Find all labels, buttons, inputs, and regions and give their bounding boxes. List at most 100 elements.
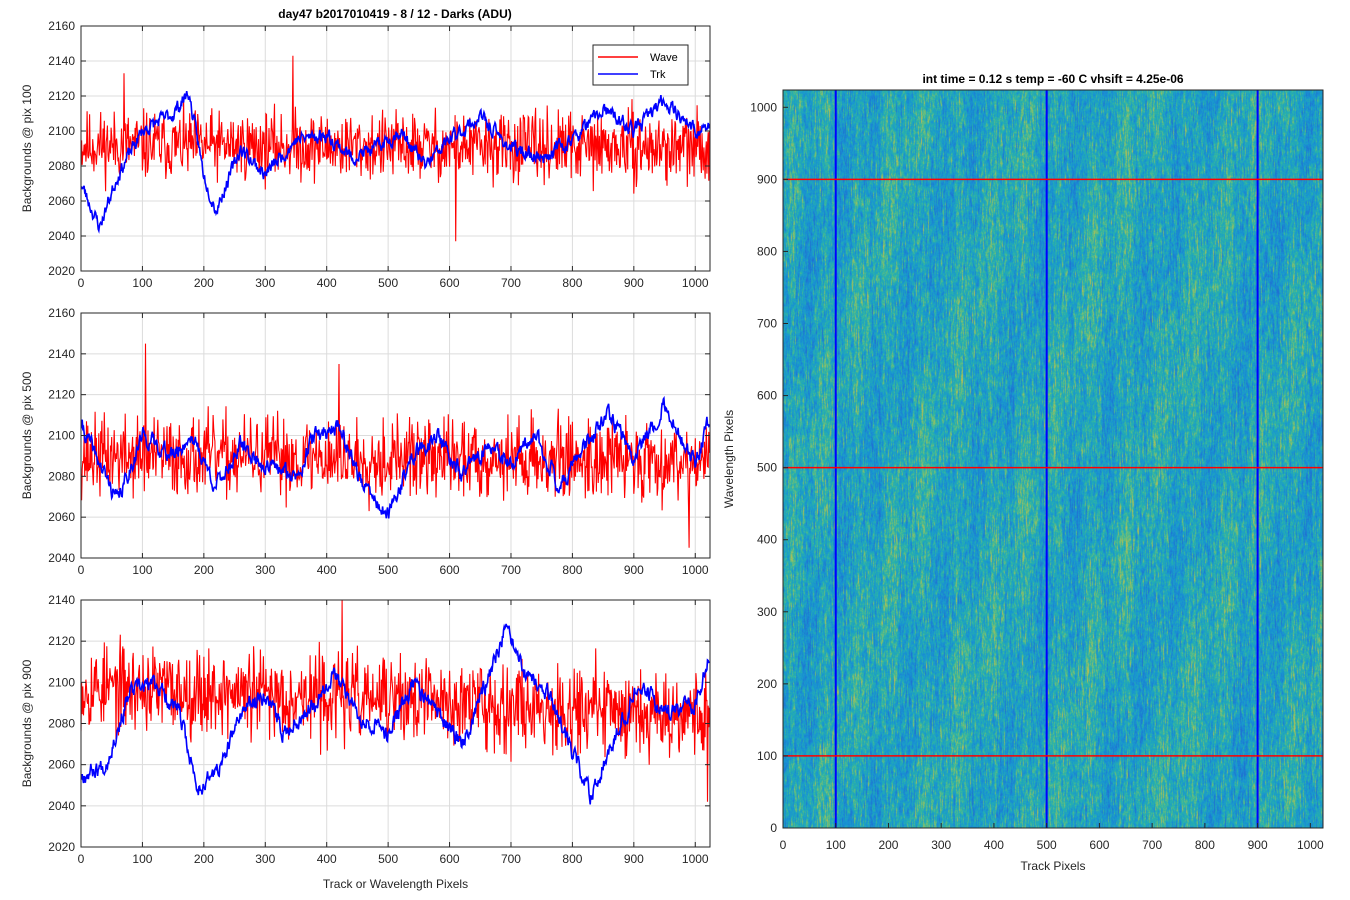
legend-entry: Wave xyxy=(650,52,678,64)
y-tick-label: 2020 xyxy=(48,840,75,854)
x-tick-label: 0 xyxy=(78,563,85,577)
y-tick-label: 600 xyxy=(757,389,777,403)
y-tick-label: 2040 xyxy=(48,551,75,565)
x-tick-label: 400 xyxy=(984,838,1004,852)
x-tick-label: 400 xyxy=(317,852,337,866)
x-tick-label: 300 xyxy=(255,852,275,866)
y-tick-label: 2140 xyxy=(48,347,75,361)
y-tick-label: 2160 xyxy=(48,19,75,33)
y-tick-label: 2040 xyxy=(48,799,75,813)
series-wave-line xyxy=(81,55,710,242)
x-tick-label: 100 xyxy=(826,838,846,852)
y-tick-label: 2120 xyxy=(48,388,75,402)
x-tick-label: 800 xyxy=(1195,838,1215,852)
x-tick-label: 700 xyxy=(1142,838,1162,852)
y-tick-label: 2080 xyxy=(48,469,75,483)
y-tick-label: 2100 xyxy=(48,675,75,689)
x-tick-label: 700 xyxy=(501,852,521,866)
axes-frame xyxy=(80,25,711,272)
y-tick-label: 2020 xyxy=(48,264,75,278)
y-tick-label: 2100 xyxy=(48,124,75,138)
x-tick-label: 200 xyxy=(194,276,214,290)
series-trk-line xyxy=(81,395,710,519)
plot-pix-500: 0 100 200 300 400 500 600 700 800 900 1000 2040 2060… xyxy=(20,306,711,577)
x-tick-label: 400 xyxy=(317,276,337,290)
figure-title: day47 b2017010419 - 8 / 12 - Darks (ADU) xyxy=(278,7,511,21)
x-tick-label: 500 xyxy=(378,852,398,866)
y-axis-label: Backgrounds @ pix 500 xyxy=(20,371,34,499)
x-tick-label: 900 xyxy=(1248,838,1268,852)
y-tick-label: 800 xyxy=(757,244,777,258)
series-trk-line xyxy=(81,623,710,805)
legend: Wave Trk xyxy=(592,44,689,86)
x-tick-label: 900 xyxy=(624,563,644,577)
y-tick-label: 200 xyxy=(757,677,777,691)
x-tick-label: 1000 xyxy=(682,276,709,290)
image-title: int time = 0.12 s temp = -60 C vhsift = … xyxy=(922,72,1183,86)
heatmap-canvas-holder xyxy=(783,90,1323,828)
y-tick-label: 900 xyxy=(757,172,777,186)
y-tick-label: 2120 xyxy=(48,89,75,103)
x-tick-label: 0 xyxy=(780,838,787,852)
x-tick-label: 0 xyxy=(78,852,85,866)
x-tick-label: 100 xyxy=(132,852,152,866)
x-tick-label: 700 xyxy=(501,276,521,290)
legend-entry: Trk xyxy=(650,69,666,81)
y-tick-label: 2040 xyxy=(48,229,75,243)
x-tick-label: 600 xyxy=(440,276,460,290)
x-tick-label: 200 xyxy=(194,563,214,577)
x-tick-label: 300 xyxy=(255,563,275,577)
x-tick-label: 700 xyxy=(501,563,521,577)
x-tick-label: 500 xyxy=(378,276,398,290)
x-tick-label: 1000 xyxy=(1297,838,1324,852)
y-tick-label: 2060 xyxy=(48,194,75,208)
y-tick-label: 2080 xyxy=(48,159,75,173)
y-tick-label: 2140 xyxy=(48,54,75,68)
x-tick-label: 200 xyxy=(194,852,214,866)
x-tick-label: 800 xyxy=(562,852,582,866)
y-tick-label: 700 xyxy=(757,317,777,331)
x-tick-label: 600 xyxy=(440,563,460,577)
x-tick-label: 1000 xyxy=(682,563,709,577)
y-tick-label: 2140 xyxy=(48,593,75,607)
y-axis-label: Backgrounds @ pix 100 xyxy=(20,84,34,212)
y-tick-label: 400 xyxy=(757,533,777,547)
plot-pix-100: 0 100 200 300 400 500 600 700 800 900 1000 2020 2040… xyxy=(20,19,711,290)
y-tick-label: 2060 xyxy=(48,758,75,772)
y-tick-label: 500 xyxy=(757,461,777,475)
y-tick-label: 1000 xyxy=(750,100,777,114)
legend-box xyxy=(592,44,689,86)
y-tick-label: 2120 xyxy=(48,634,75,648)
x-tick-label: 400 xyxy=(317,563,337,577)
x-tick-label: 500 xyxy=(1037,838,1057,852)
series-wave-line xyxy=(81,600,710,802)
x-tick-label: 100 xyxy=(132,563,152,577)
x-tick-label: 600 xyxy=(1089,838,1109,852)
y-tick-label: 2100 xyxy=(48,429,75,443)
series-trk-line xyxy=(81,90,710,234)
x-tick-label: 300 xyxy=(255,276,275,290)
x-tick-label: 300 xyxy=(931,838,951,852)
x-tick-label: 100 xyxy=(132,276,152,290)
y-tick-label: 2060 xyxy=(48,510,75,524)
y-axis-label: Backgrounds @ pix 900 xyxy=(20,659,34,787)
x-tick-label: 500 xyxy=(378,563,398,577)
x-tick-label: 0 xyxy=(78,276,85,290)
series-wave-line xyxy=(81,343,710,548)
x-tick-label: 900 xyxy=(624,276,644,290)
y-axis-label: Wavelength Pixels xyxy=(722,410,736,508)
x-tick-label: 800 xyxy=(562,563,582,577)
y-tick-label: 100 xyxy=(757,749,777,763)
y-tick-label: 2160 xyxy=(48,306,75,320)
y-tick-label: 0 xyxy=(770,821,777,835)
x-tick-label: 600 xyxy=(440,852,460,866)
x-tick-label: 200 xyxy=(878,838,898,852)
x-tick-label: 1000 xyxy=(682,852,709,866)
x-axis-label: Track or Wavelength Pixels xyxy=(323,877,468,891)
x-axis-label: Track Pixels xyxy=(1021,859,1086,873)
plot-pix-900: 0 100 200 300 400 500 600 700 800 900 1000 2020 2040… xyxy=(20,593,711,891)
dark-frame-image: 0 100 200 300 400 500 600 700 800 900 1000 0 100 200 3… xyxy=(722,89,1324,873)
image-axes-frame xyxy=(782,89,1324,829)
y-tick-label: 300 xyxy=(757,605,777,619)
